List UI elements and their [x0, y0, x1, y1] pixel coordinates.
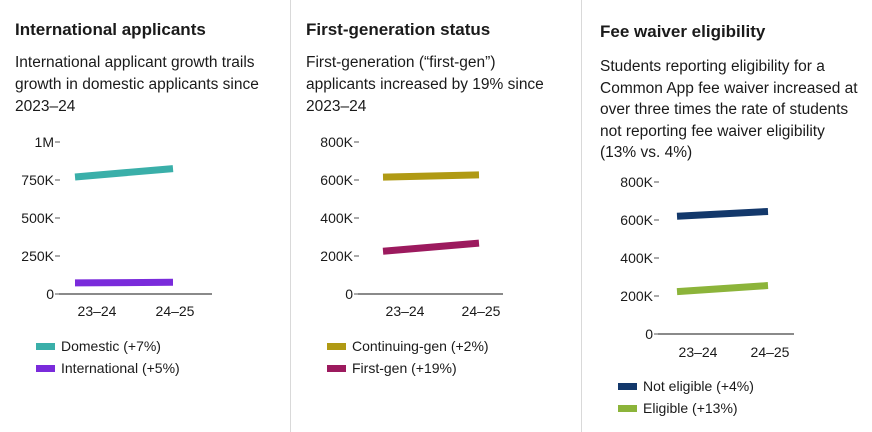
- legend-label: International (+5%): [61, 360, 180, 376]
- legend-swatch: [36, 343, 55, 350]
- y-tick-label: 800K: [620, 174, 653, 190]
- legend-item: Continuing-gen (+2%): [327, 335, 489, 357]
- legend-label: First-gen (+19%): [352, 360, 457, 376]
- y-tick-label: 600K: [320, 172, 353, 188]
- y-tick-label: 200K: [620, 288, 653, 304]
- chart-plot: 0 250K 500K 750K 1M 23–24 24–25: [21, 134, 212, 319]
- x-tick-label: 24–25: [751, 344, 790, 360]
- panel-title: Fee waiver eligibility: [600, 22, 766, 41]
- y-tick-label: 0: [345, 286, 353, 302]
- x-tick-label: 23–24: [386, 303, 425, 319]
- panel-divider: [290, 0, 291, 432]
- chart-plot: 0 200K 400K 600K 800K 23–24 24–25: [620, 174, 794, 360]
- legend-item: International (+5%): [36, 357, 180, 379]
- chart-legend: Not eligible (+4%) Eligible (+13%): [618, 375, 754, 419]
- legend-swatch: [327, 365, 346, 372]
- y-tick-label: 600K: [620, 212, 653, 228]
- panel-divider: [581, 0, 582, 432]
- y-tick-label: 1M: [35, 134, 54, 150]
- fee-waiver-panel: Fee waiver eligibility Students reportin…: [582, 0, 872, 432]
- legend-swatch: [36, 365, 55, 372]
- legend-item: Eligible (+13%): [618, 397, 754, 419]
- panel-subtitle: First-generation (“first-gen”) applicant…: [306, 54, 544, 115]
- y-tick-label: 400K: [320, 210, 353, 226]
- y-tick-label: 200K: [320, 248, 353, 264]
- legend-label: Domestic (+7%): [61, 338, 161, 354]
- y-tick-label: 250K: [21, 248, 54, 264]
- y-tick-label: 750K: [21, 172, 54, 188]
- y-tick-label: 0: [46, 286, 54, 302]
- y-tick-label: 800K: [320, 134, 353, 150]
- series-line: [676, 282, 769, 296]
- legend-label: Eligible (+13%): [643, 400, 738, 416]
- panel-title: International applicants: [15, 20, 206, 39]
- legend-label: Not eligible (+4%): [643, 378, 754, 394]
- legend-swatch: [618, 405, 637, 412]
- panel-subtitle: International applicant growth trails gr…: [15, 54, 259, 115]
- legend-swatch: [327, 343, 346, 350]
- series-line: [74, 278, 174, 287]
- x-tick-label: 24–25: [462, 303, 501, 319]
- panel-subtitle: Students reporting eligibility for a Com…: [600, 58, 858, 161]
- x-tick-label: 23–24: [78, 303, 117, 319]
- international-applicants-panel: International applicants International a…: [0, 0, 290, 432]
- series-line: [382, 239, 480, 255]
- x-tick-label: 23–24: [679, 344, 718, 360]
- x-tick-label: 24–25: [156, 303, 195, 319]
- series-line: [382, 171, 480, 181]
- legend-swatch: [618, 383, 637, 390]
- y-tick-label: 0: [645, 326, 653, 342]
- chart-legend: Domestic (+7%) International (+5%): [36, 335, 180, 379]
- legend-label: Continuing-gen (+2%): [352, 338, 489, 354]
- first-generation-panel: First-generation status First-generation…: [291, 0, 581, 432]
- chart-legend: Continuing-gen (+2%) First-gen (+19%): [327, 335, 489, 379]
- y-tick-label: 500K: [21, 210, 54, 226]
- panel-title: First-generation status: [306, 20, 491, 39]
- legend-item: Domestic (+7%): [36, 335, 180, 357]
- y-tick-label: 400K: [620, 250, 653, 266]
- series-line: [74, 165, 174, 181]
- legend-item: Not eligible (+4%): [618, 375, 754, 397]
- chart-plot: 0 200K 400K 600K 800K 23–24 24–25: [320, 134, 503, 319]
- legend-item: First-gen (+19%): [327, 357, 489, 379]
- series-line: [676, 207, 769, 220]
